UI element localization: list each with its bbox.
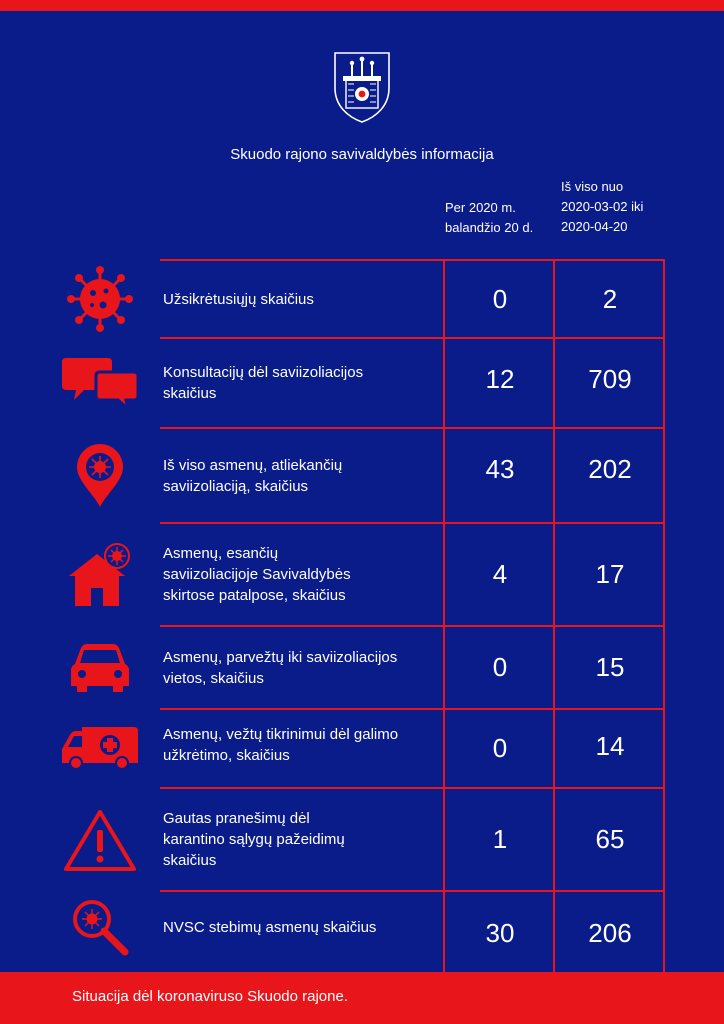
value-total: 202	[588, 453, 632, 484]
row-label-line: Asmenų, esančių	[163, 545, 279, 562]
value-total: 15	[595, 652, 625, 682]
row-label-line: NVSC stebimų asmenų skaičius	[163, 918, 377, 936]
row-label-line: Užsikrėtusiųjų skaičius	[163, 290, 314, 308]
value-today: 0	[492, 283, 508, 314]
value-total: 206	[588, 917, 632, 948]
column-header-total-line: Iš viso nuo	[561, 179, 624, 194]
ambulance-icon	[55, 710, 145, 787]
value-today: 0	[492, 733, 508, 763]
table-row-divider	[160, 522, 665, 524]
row-label-line: Konsultacijų dėl saviizoliacijos	[163, 364, 364, 381]
row-label-line: skirtose patalpose, skaičius	[163, 587, 346, 604]
column-header-total-line: 2020-04-20	[561, 219, 628, 234]
virus-icon	[55, 261, 145, 337]
value-today: 30	[485, 917, 515, 948]
house-virus-icon	[55, 524, 145, 625]
row-label: NVSC stebimų asmenų skaičius	[163, 892, 438, 962]
row-label-line: Iš viso asmenų, atliekančių	[163, 456, 343, 474]
table-row-divider	[160, 787, 665, 789]
column-header-today-line: balandžio 20 d.	[445, 220, 534, 235]
row-label-line: Asmenų, vežtų tikrinimui dėl galimo	[163, 726, 399, 743]
row-label: Asmenų, esančių saviizoliacijoje Savival…	[163, 524, 438, 625]
column-header-total: Iš viso nuo 2020-03-02 iki 2020-04-20	[561, 177, 643, 237]
warning-icon	[55, 789, 145, 890]
column-header-today-line: Per 2020 m.	[445, 200, 516, 215]
column-header-total-line: 2020-03-02 iki	[561, 199, 644, 214]
row-label-line: užkrėtimo, skaičius	[163, 747, 290, 764]
row-label-line: Asmenų, parvežtų iki saviizoliacijos	[163, 648, 398, 666]
location-virus-icon	[55, 429, 145, 522]
table-border-right	[663, 259, 665, 972]
table-row-divider	[160, 337, 665, 339]
row-label: Iš viso asmenų, atliekančių saviizoliaci…	[163, 429, 438, 522]
table-row-divider	[160, 708, 665, 710]
value-today: 43	[485, 453, 515, 484]
chat-bubbles-icon	[55, 339, 145, 427]
table-row-divider	[160, 890, 665, 892]
row-label: Asmenų, parvežtų iki saviizoliacijos vie…	[163, 627, 438, 708]
table-row-divider	[160, 625, 665, 627]
table-border-top	[160, 259, 665, 261]
row-label: Užsikrėtusiųjų skaičius	[163, 261, 438, 337]
car-icon	[55, 627, 145, 708]
row-label-line: karantino sąlygų pažeidimų	[163, 831, 345, 848]
magnifier-virus-icon	[55, 892, 145, 962]
value-today: 4	[492, 559, 508, 589]
footer-text: Situacija dėl koronaviruso Skuodo rajone…	[72, 988, 348, 1005]
value-total: 65	[595, 824, 625, 854]
table-divider-vertical	[553, 259, 555, 972]
row-label-line: saviizoliacijoje Savivaldybės	[163, 566, 351, 583]
value-total: 17	[595, 559, 625, 589]
row-label: Asmenų, vežtų tikrinimui dėl galimo užkr…	[163, 710, 438, 780]
top-accent-bar	[0, 0, 724, 11]
value-today: 0	[492, 652, 508, 682]
row-label-line: Gautas pranešimų dėl	[163, 810, 310, 827]
value-total: 14	[595, 730, 625, 761]
row-label-line: skaičius	[163, 852, 217, 869]
value-total: 2	[602, 283, 618, 314]
page-title: Skuodo rajono savivaldybės informacija	[230, 146, 494, 163]
value-today: 1	[492, 824, 508, 854]
column-header-today: Per 2020 m. balandžio 20 d.	[445, 198, 533, 238]
row-label-line: saviizoliaciją, skaičius	[163, 477, 309, 495]
value-today: 12	[485, 363, 515, 394]
row-label-line: vietos, skaičius	[163, 669, 264, 687]
row-label-line: skaičius	[163, 385, 217, 402]
coat-of-arms-icon	[334, 52, 390, 123]
footer-bar	[0, 972, 724, 1024]
table-divider-vertical	[443, 259, 445, 972]
table-row-divider	[160, 427, 665, 429]
row-label: Konsultacijų dėl saviizoliacijos skaičiu…	[163, 339, 438, 427]
value-total: 709	[588, 363, 632, 394]
row-label: Gautas pranešimų dėl karantino sąlygų pa…	[163, 789, 438, 890]
